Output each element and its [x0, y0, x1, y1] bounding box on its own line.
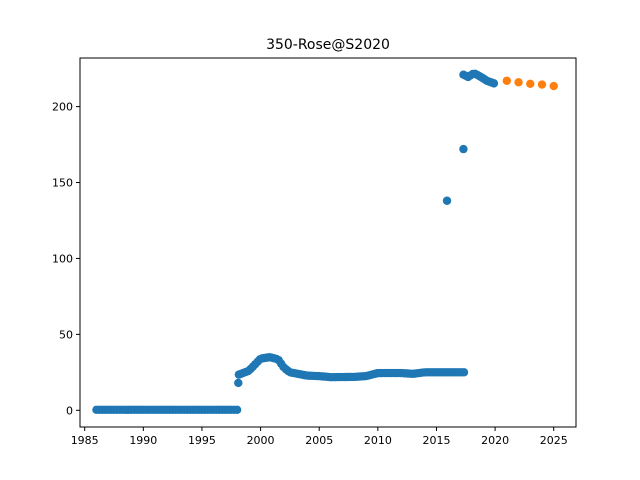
data-point — [459, 368, 469, 377]
data-point — [489, 79, 499, 88]
x-tick-label: 1995 — [188, 434, 216, 447]
data-point — [232, 405, 242, 415]
x-tick-label: 2010 — [364, 434, 392, 447]
data-point — [502, 76, 512, 85]
data-points — [92, 69, 558, 415]
x-tick-label: 1990 — [129, 434, 157, 447]
x-tick-label: 2025 — [540, 434, 568, 447]
y-tick-label: 200 — [52, 101, 73, 114]
x-tick-label: 2000 — [247, 434, 275, 447]
y-tick-label: 50 — [59, 328, 73, 341]
y-tick-label: 0 — [66, 404, 73, 417]
data-point — [442, 196, 452, 205]
data-point — [459, 144, 468, 154]
data-point — [514, 78, 523, 87]
y-axis: 0 50 100 150 200 — [52, 101, 80, 417]
x-tick-label: 1985 — [71, 434, 99, 447]
x-axis: 1985 1990 1995 2000 2005 2010 2015 2020 2025 — [71, 427, 568, 447]
x-tick-label: 2005 — [305, 434, 333, 447]
chart-title: 350-Rose@S2020 — [266, 37, 390, 53]
data-point — [549, 81, 558, 91]
data-point — [526, 79, 535, 89]
data-point — [234, 378, 243, 388]
data-point — [537, 80, 547, 89]
x-tick-label: 2015 — [422, 434, 450, 447]
y-tick-label: 100 — [52, 252, 73, 265]
y-tick-label: 150 — [52, 177, 73, 190]
x-tick-label: 2020 — [481, 434, 509, 447]
plot-frame — [79, 57, 577, 428]
